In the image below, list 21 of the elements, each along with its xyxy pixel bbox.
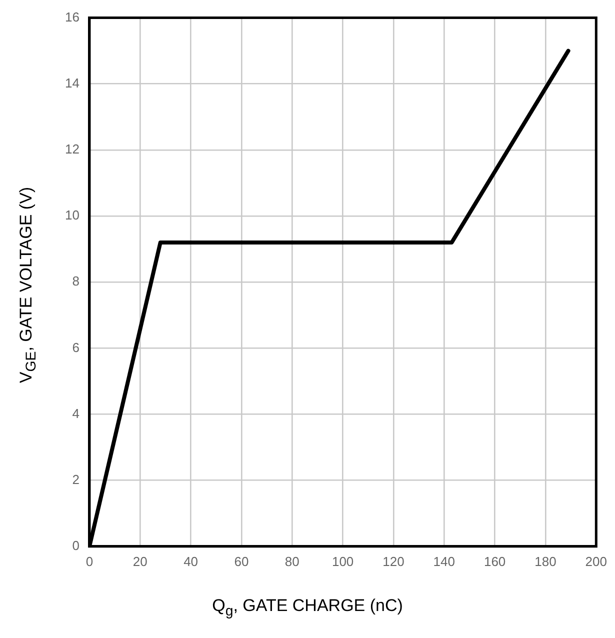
x-tick-label: 80 xyxy=(284,554,300,569)
x-tick-label: 60 xyxy=(234,554,249,569)
x-tick-label: 100 xyxy=(332,554,354,569)
x-tick-label: 0 xyxy=(86,554,94,569)
y-tick-label: 10 xyxy=(64,208,80,223)
x-tick-label: 200 xyxy=(585,554,608,569)
x-tick-label: 40 xyxy=(184,554,198,569)
x-tick-label: 180 xyxy=(534,554,556,569)
y-tick-label: 0 xyxy=(72,538,80,553)
x-axis-title: Q$_{g}$, GATE CHARGE (nC) xyxy=(211,596,404,620)
x-tick-label: 120 xyxy=(382,554,404,569)
y-tick-label: 12 xyxy=(64,142,80,157)
x-tick-label: 160 xyxy=(484,554,506,569)
y-tick-label: 16 xyxy=(64,9,80,24)
x-tick-label: 20 xyxy=(132,554,148,569)
y-tick-label: 14 xyxy=(64,75,80,90)
y-tick-label: 2 xyxy=(72,472,80,487)
y-tick-label: 8 xyxy=(72,274,80,289)
x-tick-label: 140 xyxy=(433,554,455,569)
y-tick-label: 4 xyxy=(72,406,80,421)
y-tick-label: 6 xyxy=(72,340,80,355)
